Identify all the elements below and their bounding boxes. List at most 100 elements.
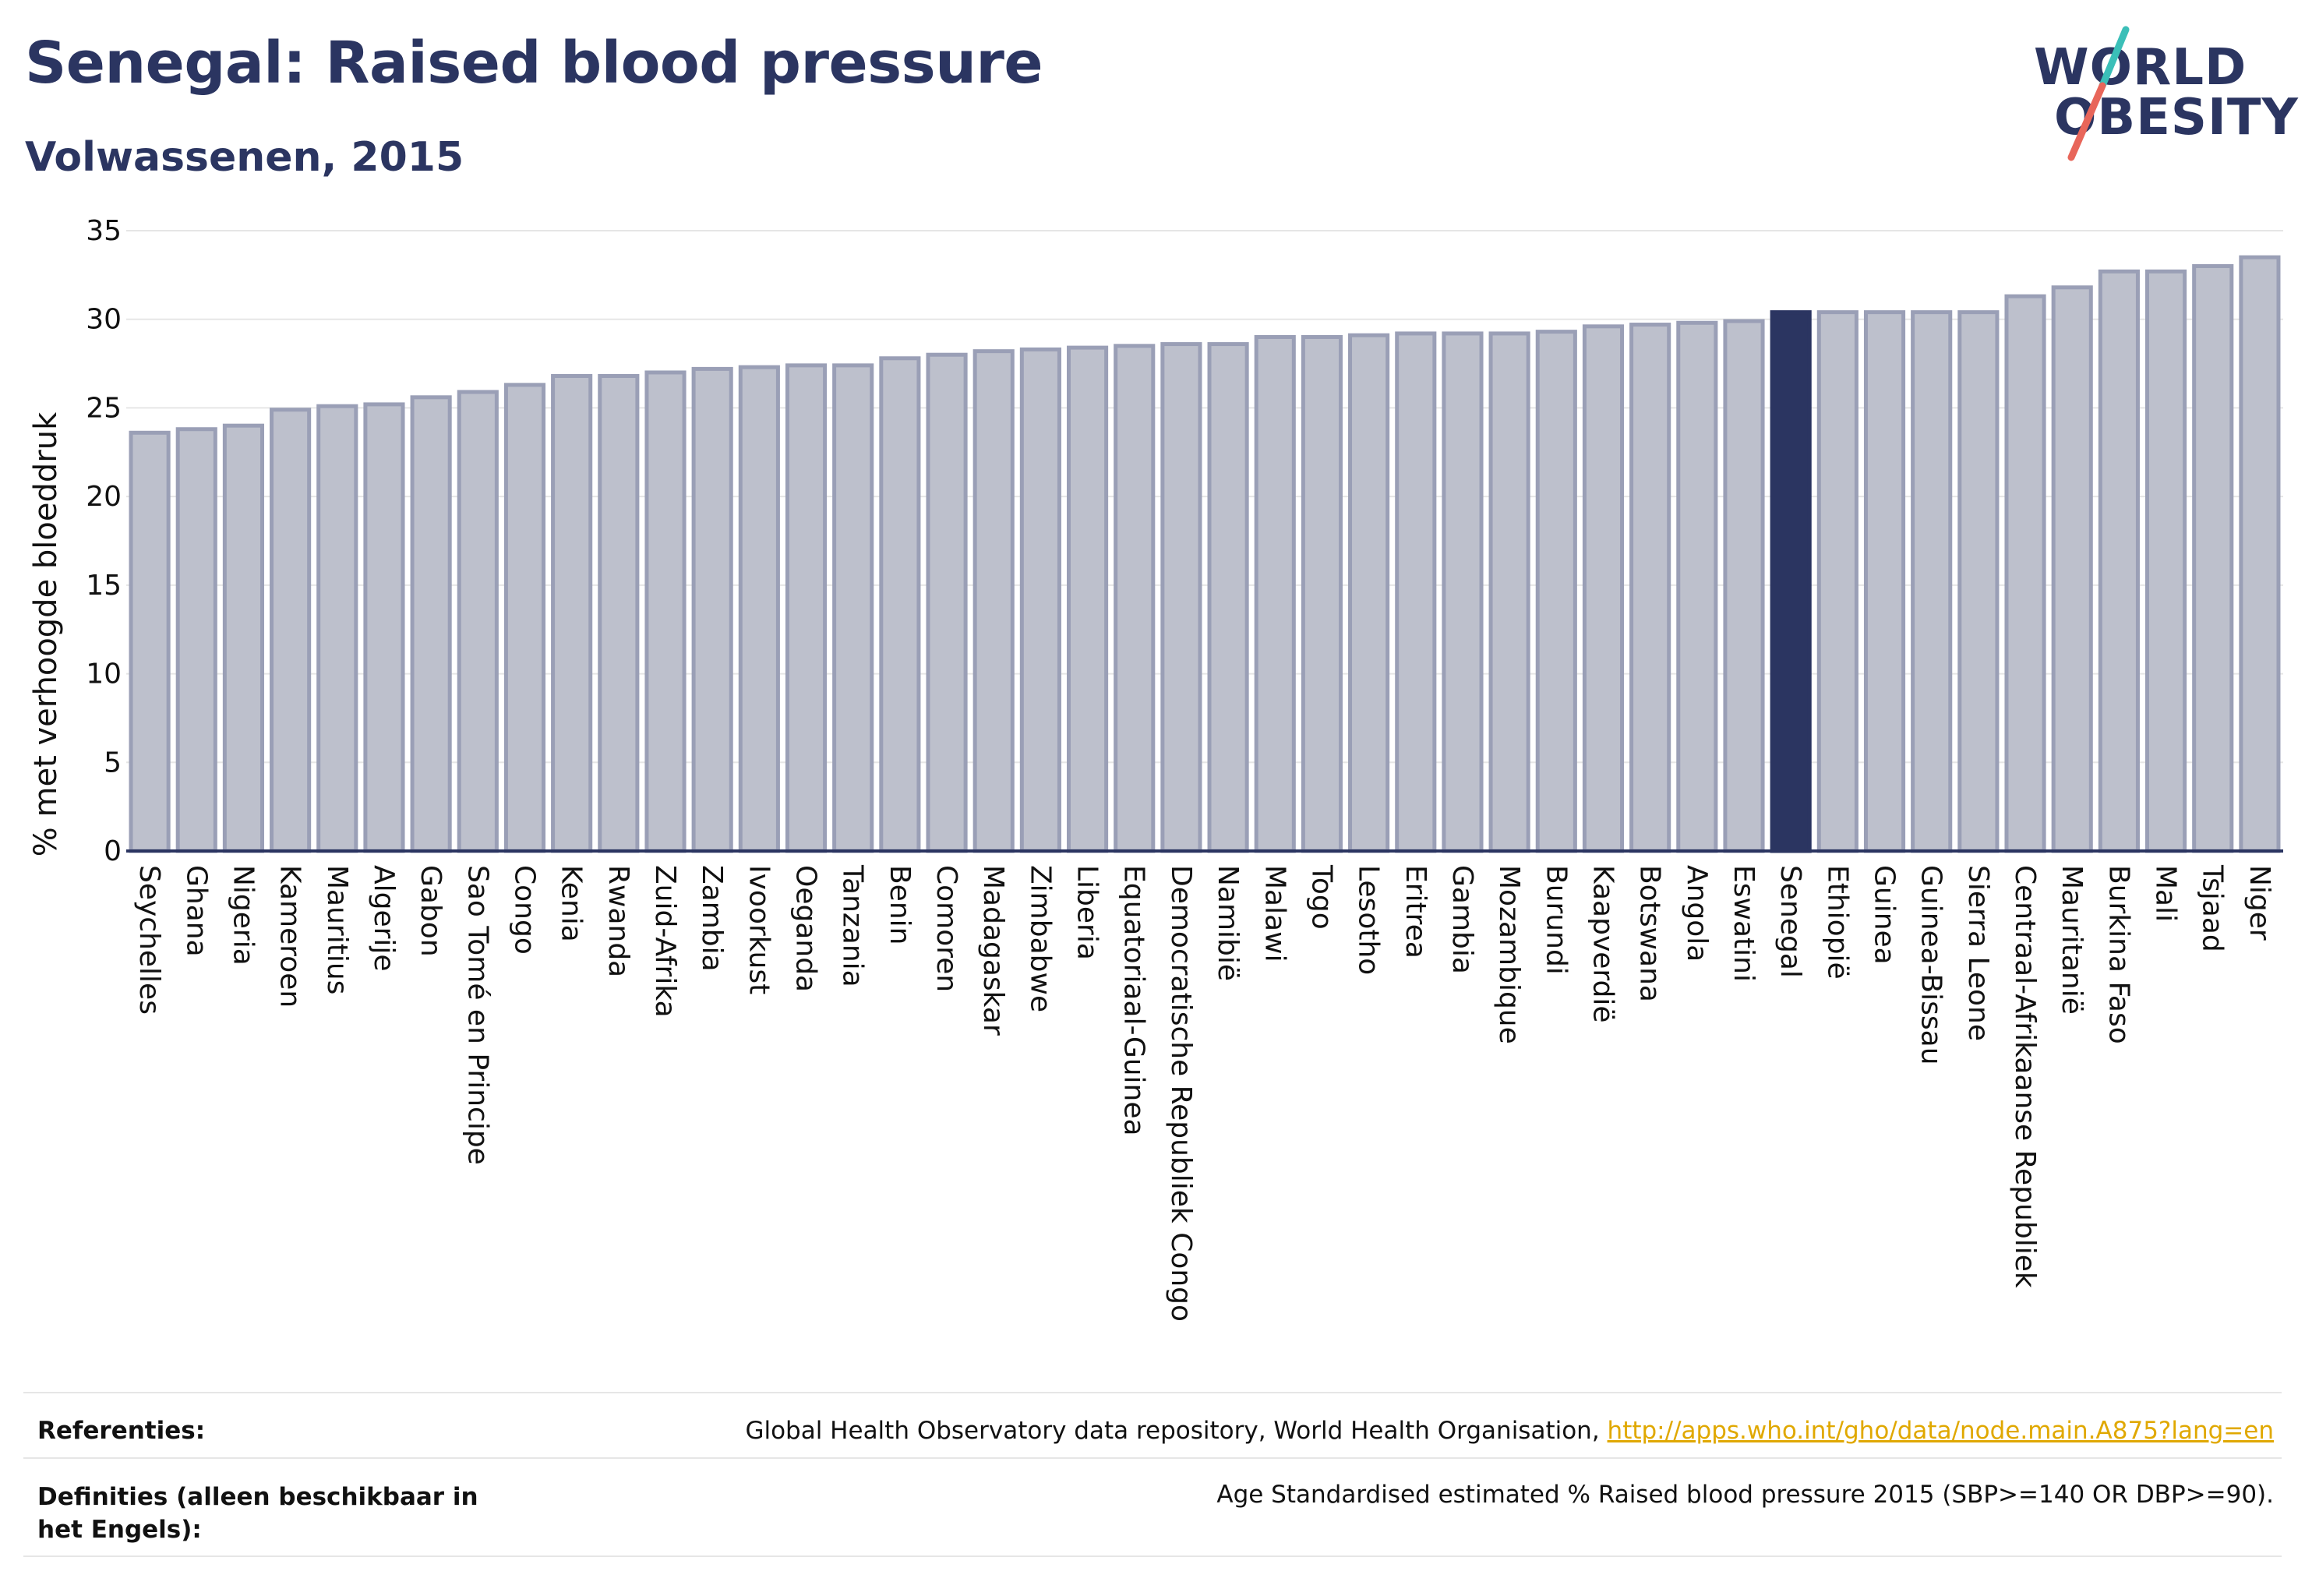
x-tick-label: Tsjaad: [2197, 864, 2229, 952]
x-tick-label: Niger: [2243, 865, 2275, 941]
x-tick-label: Burundi: [1540, 865, 1572, 975]
bar-chart: 0 5 10 15 20 25 30 35 Seychelles Ghana Nigeria Kam…: [28, 215, 2283, 1322]
bar: [1114, 344, 1156, 853]
bar: [2004, 294, 2046, 853]
bar: [1911, 310, 1953, 853]
x-tick-label: Ghana: [180, 865, 212, 957]
y-axis-ticks: 0 5 10 15 20 25 30 35: [86, 215, 122, 867]
footer-divider-middle: [23, 1457, 2282, 1459]
bar: [1395, 331, 1437, 853]
x-tick-label: Kaapverdië: [1587, 865, 1618, 1023]
footer-divider-bottom: [23, 1555, 2282, 1557]
x-tick-label: Liberia: [1071, 865, 1103, 960]
y-tick-label: 30: [86, 304, 122, 336]
logo-line-1: WORLD: [2034, 39, 2247, 97]
x-tick-label: Madagaskar: [977, 865, 1009, 1036]
bar: [1348, 333, 1390, 853]
bar: [1816, 310, 1858, 853]
x-tick-label: Mauritanië: [2056, 865, 2088, 1015]
y-tick-label: 15: [86, 570, 122, 602]
x-tick-label: Guinea: [1869, 865, 1901, 965]
bar: [175, 427, 217, 853]
definitions-text: Age Standardised estimated % Raised bloo…: [1216, 1481, 2274, 1509]
x-tick-label: Eritrea: [1400, 865, 1431, 959]
x-tick-label: Botswana: [1634, 865, 1666, 1002]
y-tick-label: 5: [104, 747, 122, 779]
bar: [363, 402, 405, 853]
chart-subtitle: Volwassenen, 2015: [25, 134, 464, 181]
bar: [1676, 320, 1718, 853]
y-axis-label: % met verhoogde bloeddruk: [28, 411, 64, 856]
chart-title: Senegal: Raised blood pressure: [25, 30, 1043, 97]
x-tick-label: Gambia: [1446, 865, 1478, 974]
references-source: Global Health Observatory data repositor…: [745, 1417, 1608, 1445]
bar: [832, 363, 874, 853]
bar: [2192, 263, 2234, 853]
x-tick-label: Centraal-Afrikaanse Republiek: [2009, 865, 2041, 1288]
bar: [1442, 331, 1484, 853]
x-tick-label: Sierra Leone: [1962, 865, 1994, 1041]
x-tick-label: Democratische Republiek Congo: [1165, 865, 1197, 1322]
bar: [738, 365, 780, 853]
x-tick-label: Oeganda: [790, 865, 822, 992]
bar: [457, 390, 499, 853]
x-tick-label: Senegal: [1774, 865, 1806, 978]
x-tick-label: Congo: [508, 865, 540, 955]
logo-slash-icon: [2067, 26, 2130, 161]
bar: [222, 423, 265, 853]
bar: [1957, 310, 2000, 853]
bar: [1629, 323, 1671, 853]
x-tick-label: Rwanda: [602, 865, 634, 977]
bar: [410, 395, 452, 853]
x-tick-label: Zambia: [696, 865, 728, 972]
bar: [1582, 324, 1625, 853]
x-tick-label: Zimbabwe: [1024, 865, 1056, 1012]
bar: [644, 370, 687, 853]
bar: [1254, 334, 1296, 853]
bar: [1488, 331, 1530, 853]
bar: [270, 408, 312, 853]
bar: [1863, 310, 1906, 853]
world-obesity-logo: WORLD OBESITY: [2034, 23, 2298, 164]
x-tick-label: Angola: [1681, 865, 1713, 962]
x-tick-label: Kameroen: [274, 865, 306, 1008]
x-tick-label: Ivoorkust: [743, 865, 775, 994]
x-tick-label: Mozambique: [1493, 865, 1525, 1044]
bar: [926, 352, 968, 853]
bar: [972, 349, 1015, 853]
x-tick-label: Zuid-Afrika: [649, 865, 681, 1018]
bar: [316, 404, 358, 853]
x-tick-label: Mauritius: [321, 865, 353, 994]
bar: [503, 383, 546, 853]
x-tick-label: Eswatini: [1728, 865, 1760, 982]
x-tick-label: Ethiopië: [1821, 865, 1853, 980]
x-tick-label: Benin: [884, 865, 916, 945]
x-tick-label: Burkina Faso: [2102, 865, 2134, 1044]
bar: [1723, 319, 1765, 853]
y-tick-label: 0: [104, 835, 122, 867]
x-tick-label: Equatoriaal-Guinea: [1118, 865, 1150, 1136]
bar: [1535, 330, 1577, 853]
bar: [785, 363, 828, 853]
bar: [1066, 345, 1109, 853]
y-tick-label: 20: [86, 481, 122, 513]
bar: [1019, 347, 1061, 853]
x-tick-label: Sao Tomé en Principe: [461, 865, 493, 1165]
x-tick-label: Mali: [2150, 865, 2182, 922]
footer-divider-top: [23, 1392, 2282, 1393]
bar: [2144, 269, 2187, 853]
x-tick-label: Nigeria: [227, 865, 259, 966]
bar: [1207, 342, 1249, 853]
bar: [598, 373, 640, 853]
bar-highlighted: [1770, 310, 1812, 853]
definitions-label: Definities (alleen beschikbaar in het En…: [37, 1483, 478, 1544]
x-axis-labels: Seychelles Ghana Nigeria Kameroen Mauritius A…: [133, 864, 2275, 1322]
bar: [2098, 269, 2140, 853]
x-tick-label: Togo: [1305, 864, 1337, 930]
bar: [1160, 342, 1202, 853]
bar: [879, 356, 921, 853]
bar: [129, 430, 171, 853]
references-link[interactable]: http://apps.who.int/gho/data/node.main.A…: [1607, 1417, 2274, 1445]
y-tick-label: 10: [86, 659, 122, 690]
bar: [551, 373, 593, 853]
